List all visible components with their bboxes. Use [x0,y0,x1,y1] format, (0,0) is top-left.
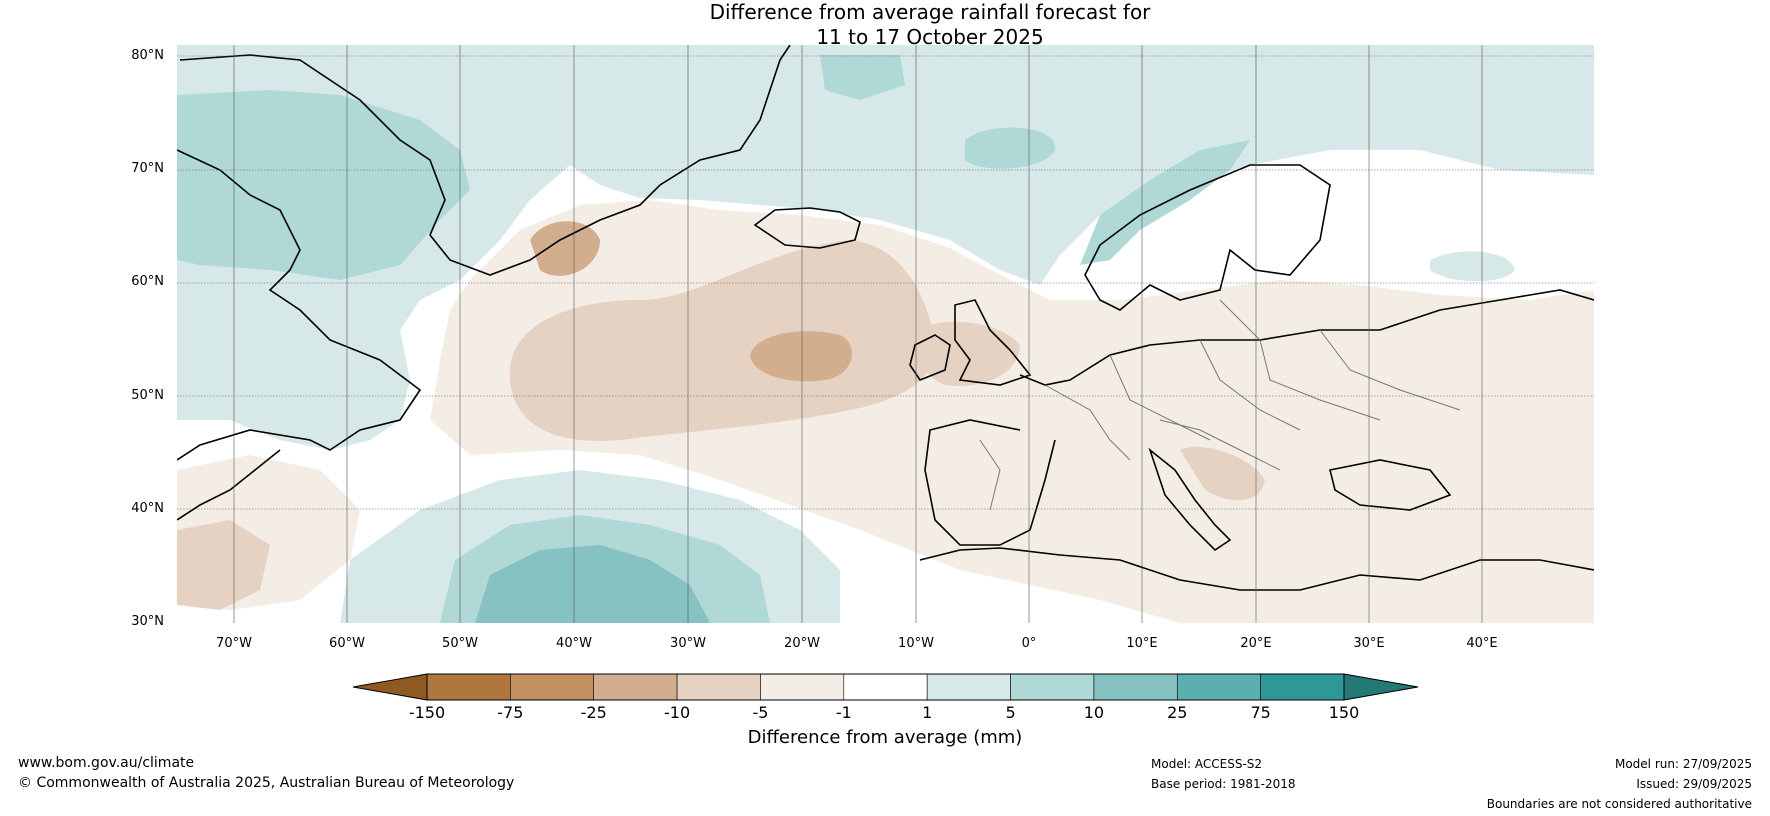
border-line [1109,354,1211,441]
footer-model-run: Model run: 27/09/2025 [1614,757,1752,771]
meridians [233,45,1483,623]
lat-label-80n: 80°N [131,48,164,63]
lat-label-40n: 40°N [131,501,164,516]
dry-area-uk [917,321,1020,386]
title-line-1: Difference from average rainfall forecas… [709,0,1151,24]
north-africa-coast [919,547,1594,591]
graticule [177,55,1594,510]
labrador-coast [177,149,422,461]
footer-base-period: Base period: 1981-2018 [1151,777,1296,791]
colorbar-tick-label: 75 [1250,703,1271,722]
lon-label-70w: 70°W [216,636,252,651]
lon-label-40w: 40°W [556,636,592,651]
lat-label-60n: 60°N [131,274,164,289]
dry-area-atlantic-moderate [509,240,936,441]
border-line [1259,339,1381,421]
colorbar-tick-label: -25 [580,703,607,722]
colorbar-tick-label: -150 [408,703,446,722]
border-line [1199,339,1301,431]
colorbar-tick-label: 5 [1005,703,1016,722]
colorbar-tick-label: -10 [664,703,691,722]
colorbar-swatch [1176,673,1261,701]
wet-area-subtropical-core [475,545,710,623]
colorbar-tick-label: 150 [1328,703,1360,722]
colorbar-title: Difference from average (mm) [747,727,1023,748]
lon-label-0: 0° [1021,636,1037,651]
lon-label-30w: 30°W [670,636,706,651]
colorbar-swatch [1010,673,1095,701]
map-field [177,45,1594,623]
wet-area-scandinavia [1430,251,1515,282]
colorbar-swatch [843,673,928,701]
lon-label-60w: 60°W [329,636,365,651]
lon-label-30e: 30°E [1353,636,1385,651]
colorbar-swatch [926,673,1011,701]
footer-issued: Issued: 29/09/2025 [1636,777,1752,791]
colorbar-tick-label: 10 [1083,703,1105,722]
colorbar-tick-label: -5 [752,703,769,722]
italy-coast [1148,447,1232,552]
colorbar-swatch [676,673,761,701]
colorbar-swatch [1093,673,1178,701]
lon-label-20w: 20°W [784,636,820,651]
footer-model: Model: ACCESS-S2 [1151,757,1263,771]
border-line [979,439,1001,511]
lon-label-10w: 10°W [898,636,934,651]
colorbar-frame [426,673,1345,701]
iberia-coast [924,419,1056,546]
footer-url[interactable]: www.bom.gov.au/climate [18,755,195,771]
lat-label-50n: 50°N [131,388,164,403]
dry-area-west-atlantic [177,520,270,610]
lat-label-70n: 70°N [131,161,164,176]
colorbar-tick-label: -1 [835,703,852,722]
lon-label-50w: 50°W [442,636,478,651]
border-line [1319,329,1461,411]
wet-area-barents [965,127,1056,169]
colorbar-swatch [593,673,678,701]
scandinavia-coast [1084,164,1331,311]
border-line [1219,299,1261,341]
footer-disclaimer: Boundaries are not considered authoritat… [1486,797,1752,811]
colorbar-tick-label: -75 [497,703,524,722]
chart-title: Difference from average rainfall forecas… [0,0,1770,50]
wet-area-svalbard [820,55,905,100]
border-line [1159,419,1281,471]
colorbar-swatches [352,673,1419,701]
greenland-coast [179,45,791,276]
colorbar-extend-high [1343,673,1419,701]
colorbar-swatch [1260,673,1345,701]
ireland-coast [909,334,951,381]
dry-area-greenland-tip [530,221,600,276]
footer-copyright: © Commonwealth of Australia 2025, Austra… [18,775,515,791]
colorbar-extend-low [352,673,428,701]
black-sea-coast [1329,459,1452,511]
lat-label-30n: 30°N [131,614,164,629]
colorbar-swatch [510,673,595,701]
lon-label-40e: 40°E [1466,636,1498,651]
lon-label-20e: 20°E [1240,636,1272,651]
dry-area-atlantic-core [750,331,852,382]
britain-coast [954,299,1032,386]
border-line [1044,384,1131,461]
colorbar-tick-label: 1 [922,703,933,722]
colorbar-tick-label: 25 [1167,703,1188,722]
north-america-coast [177,449,281,521]
country-borders [979,299,1461,511]
colorbar-swatch [426,673,511,701]
colorbar-swatch [760,673,845,701]
iceland-coast [753,207,861,249]
dry-area-balkans [1180,446,1265,501]
lon-label-10e: 10°E [1126,636,1158,651]
